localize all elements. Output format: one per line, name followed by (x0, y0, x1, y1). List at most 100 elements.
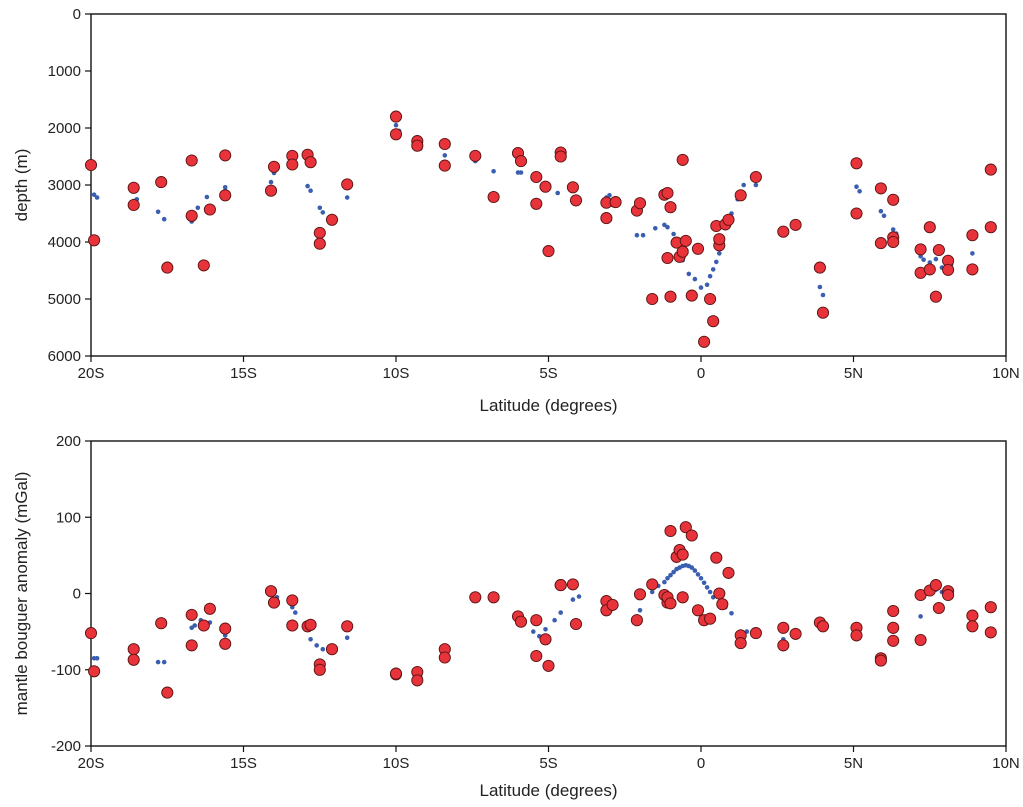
blue-data-point (689, 565, 695, 570)
red-data-point (127, 653, 140, 666)
y-tick-label: -200 (51, 738, 81, 755)
red-data-point (664, 290, 677, 303)
red-data-point (530, 197, 543, 210)
red-data-point (185, 639, 198, 652)
red-data-point (514, 615, 528, 628)
red-data-point (984, 163, 997, 176)
red-data-point (734, 637, 747, 650)
red-data-point (984, 601, 997, 614)
red-data-point (679, 234, 692, 247)
red-data-point (325, 643, 339, 656)
y-tick-label: 200 (56, 433, 81, 450)
red-data-point (722, 213, 735, 226)
blue-data-point (665, 224, 670, 230)
plot-frame (90, 440, 1007, 747)
y-tick-label: 5000 (48, 291, 81, 308)
y-tick-label: -100 (51, 662, 81, 679)
blue-data-point (344, 195, 350, 200)
red-data-point (197, 619, 210, 632)
y-tick-label: 3000 (48, 177, 81, 194)
blue-data-point (531, 629, 536, 634)
blue-data-point (94, 195, 100, 200)
x-tick-label: 10N (992, 365, 1020, 382)
red-data-point (914, 633, 927, 647)
x-axis-title: Latitude (degrees) (480, 396, 618, 415)
red-data-point (438, 137, 451, 151)
red-data-point (219, 622, 232, 635)
red-data-point (313, 663, 326, 676)
x-tick-label: 10S (383, 365, 410, 382)
red-data-point (789, 218, 802, 231)
red-data-point (127, 198, 140, 212)
blue-data-point (710, 267, 716, 272)
red-data-point (286, 594, 299, 607)
blue-data-point (634, 232, 640, 238)
red-data-point (569, 194, 583, 207)
red-data-point (633, 588, 647, 601)
blue-data-point (854, 184, 859, 189)
red-data-point (304, 618, 317, 631)
red-data-point (469, 591, 482, 604)
blue-data-point (222, 185, 228, 190)
red-data-point (389, 110, 403, 123)
blue-data-point (155, 659, 161, 665)
red-data-point (664, 524, 677, 538)
blue-data-point (192, 623, 197, 628)
red-data-point (219, 637, 232, 650)
blue-data-point (442, 153, 448, 158)
blue-data-point (707, 273, 713, 279)
blue-data-point (686, 271, 692, 277)
blue-data-point (729, 611, 734, 616)
red-data-point (734, 189, 747, 202)
x-tick-label: 10S (383, 755, 410, 772)
blue-data-point (393, 122, 399, 128)
red-data-point (161, 686, 174, 699)
blue-data-point (704, 282, 710, 288)
red-data-point (530, 170, 543, 184)
red-data-point (676, 245, 689, 258)
depth-panel: 20S 15S 10S 5S 0 5N 10N 0 1000 2000 3000 4000 5000 60… (12, 6, 1020, 415)
red-data-point (676, 548, 689, 561)
red-data-point (966, 609, 979, 622)
red-data-point (942, 263, 955, 276)
red-data-point (304, 156, 317, 169)
red-data-point (984, 221, 997, 234)
red-data-point (887, 621, 900, 634)
red-data-point (197, 259, 210, 272)
y-tick-label: 0 (73, 6, 81, 23)
red-data-point (313, 226, 326, 239)
red-data-point (966, 229, 979, 242)
red-data-point (566, 181, 579, 194)
blue-data-point (753, 182, 759, 188)
red-data-point (932, 601, 945, 615)
red-data-point (539, 633, 552, 646)
red-data-point (816, 620, 830, 633)
red-data-point (874, 654, 887, 667)
x-tick-label: 5S (539, 755, 557, 772)
blue-data-point (94, 656, 100, 661)
red-data-point (661, 186, 674, 200)
blue-data-point (714, 259, 719, 265)
blue-data-point (878, 208, 884, 214)
red-data-point (646, 578, 659, 591)
x-tick-label: 0 (697, 365, 705, 382)
red-data-point (676, 591, 689, 604)
red-data-point (816, 306, 830, 319)
y-tick-label: 6000 (48, 348, 81, 365)
red-data-point (777, 225, 790, 238)
blue-data-point (662, 579, 667, 585)
red-data-point (685, 529, 698, 542)
red-data-point (874, 182, 887, 195)
blue-data-point (308, 188, 313, 193)
blue-data-point (268, 179, 274, 185)
red-data-point (749, 627, 762, 640)
red-data-point (932, 243, 945, 257)
red-data-point (633, 197, 647, 210)
red-data-point (966, 620, 979, 633)
y-tick-label: 4000 (48, 234, 81, 251)
red-data-point (325, 213, 339, 226)
blue-data-point (640, 232, 646, 238)
red-data-point (966, 263, 979, 276)
blue-data-point (317, 205, 323, 211)
